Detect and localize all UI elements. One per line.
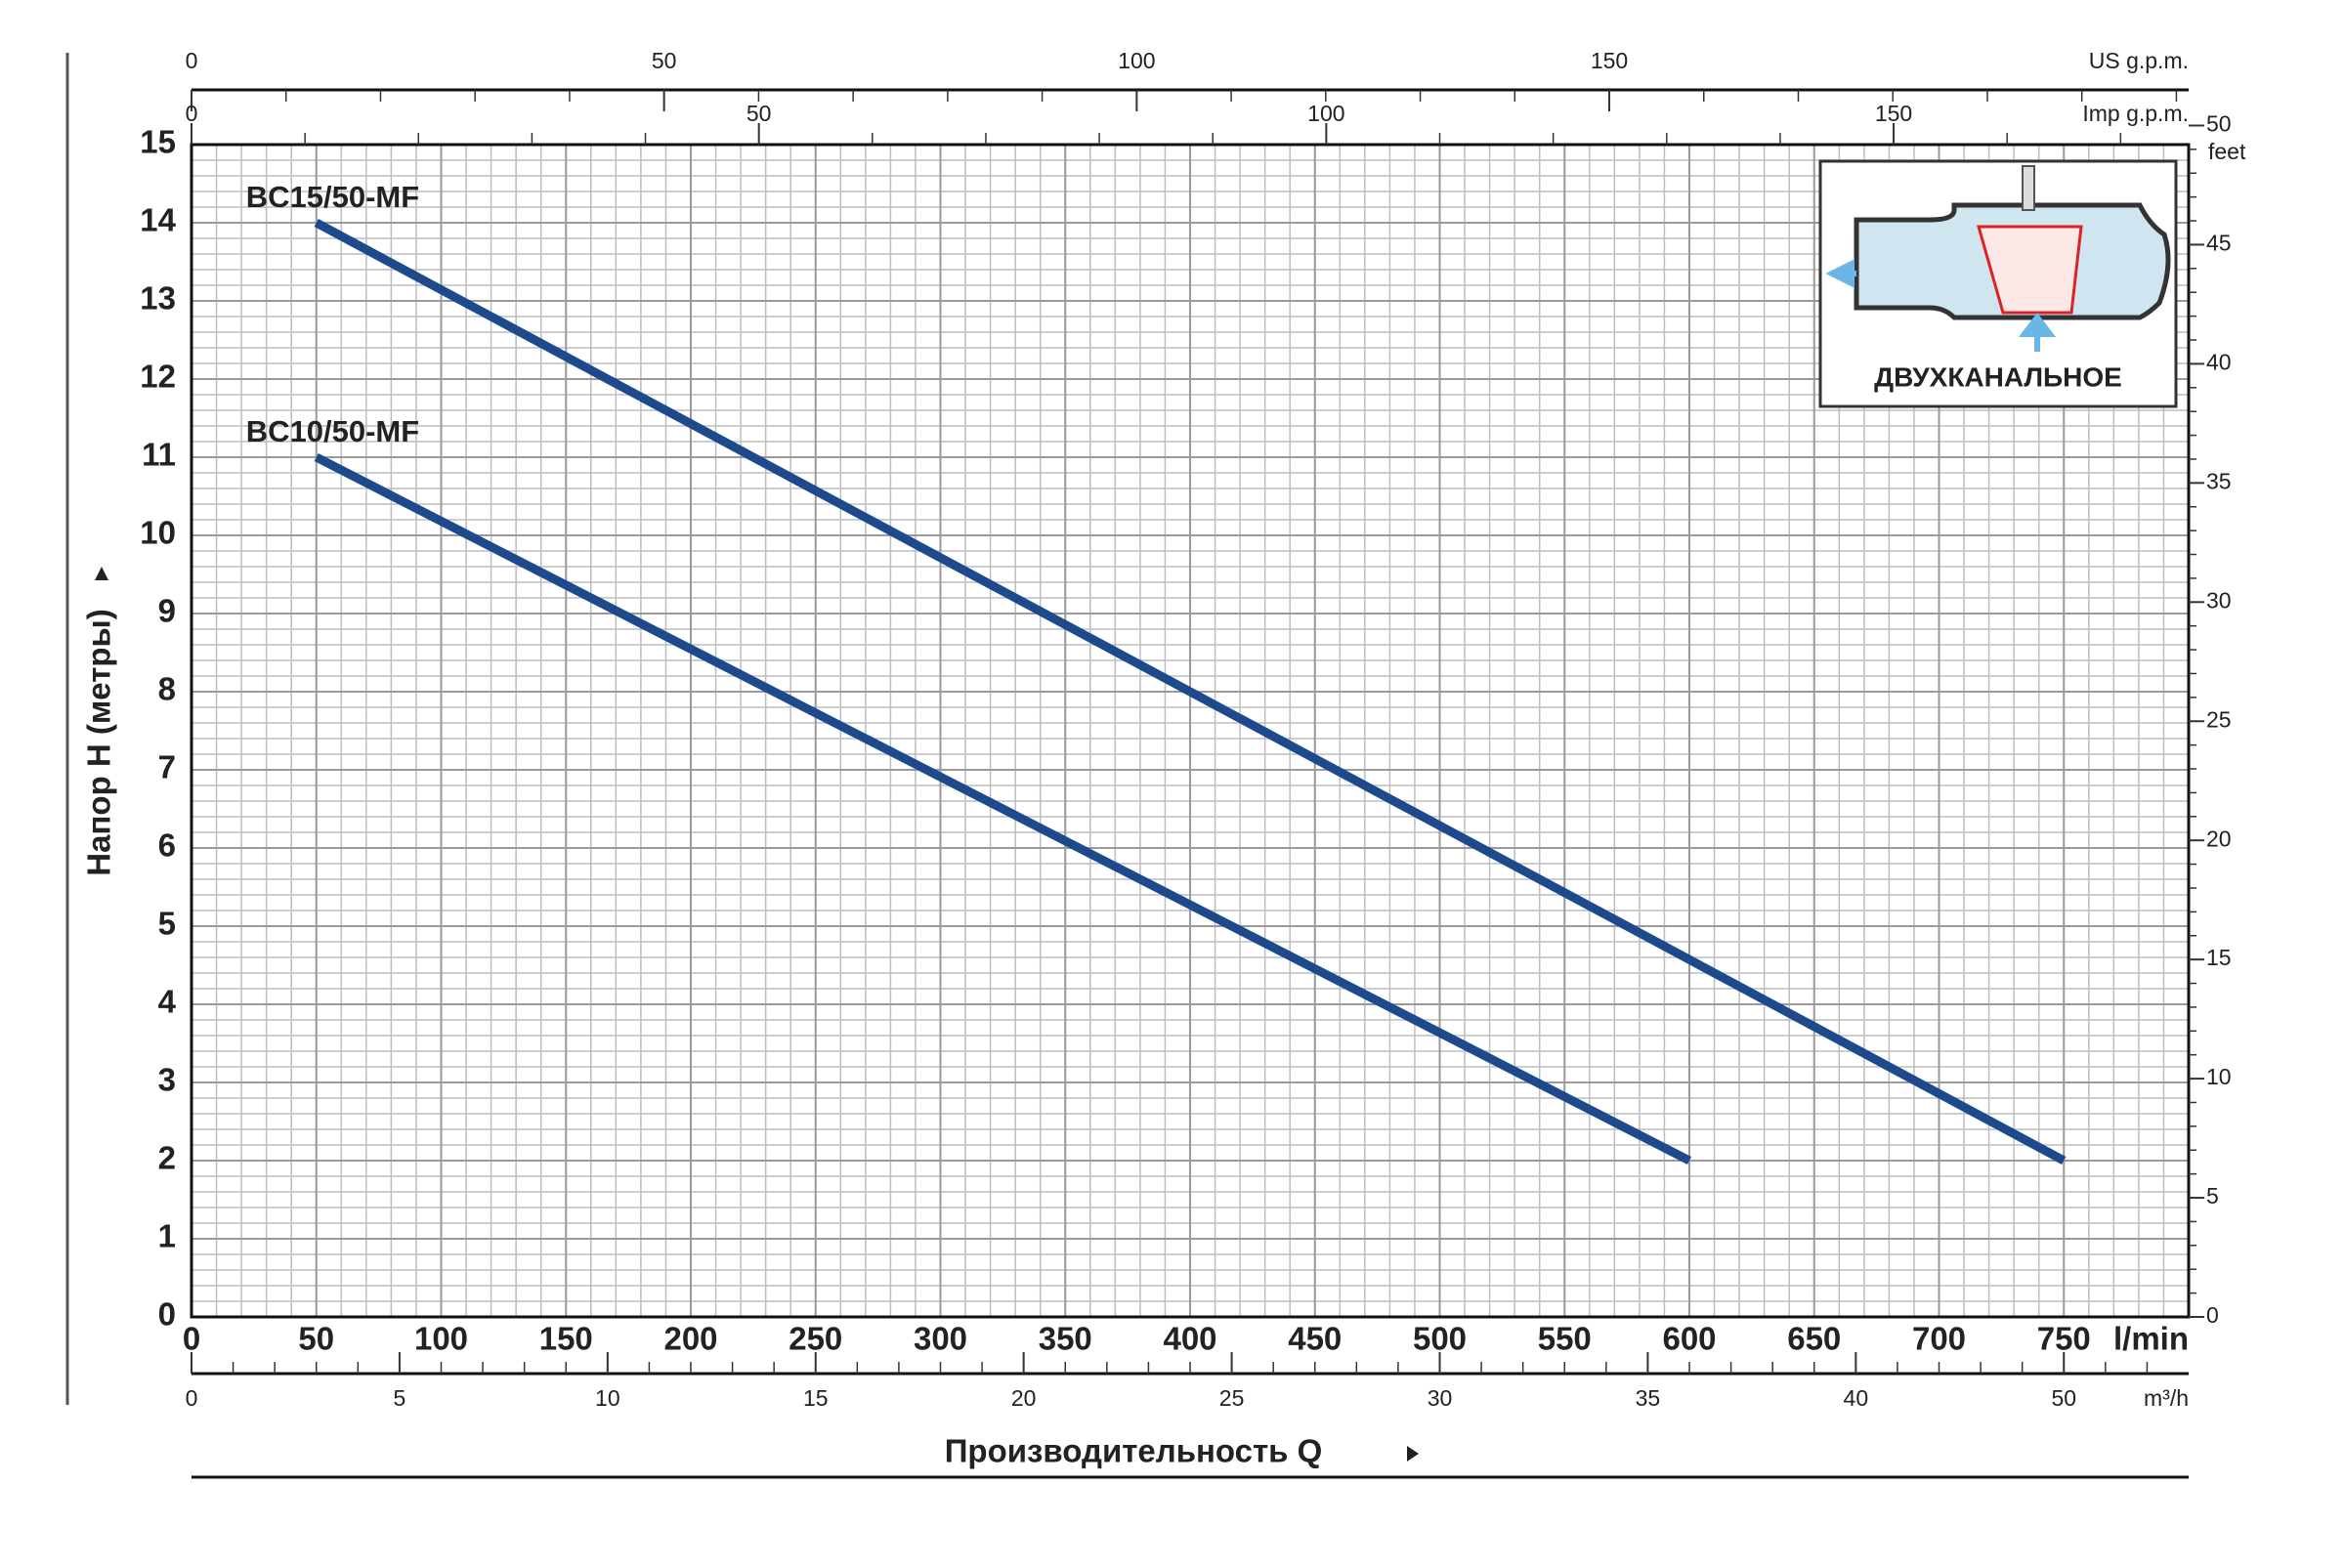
y2-tick-label: 15: [2206, 945, 2232, 970]
y-tick-label: 3: [158, 1062, 176, 1098]
y2-tick-label: 5: [2206, 1183, 2219, 1208]
secondary-unit-label: US g.p.m.: [2089, 48, 2189, 73]
y-tick-label: 9: [158, 593, 176, 629]
x-unit-label: l/min: [2113, 1321, 2189, 1357]
y-tick-label: 6: [158, 827, 176, 864]
x-tick-label: 700: [1912, 1321, 1966, 1357]
series-line: [314, 452, 1692, 1165]
secondary-tick-label: 25: [1219, 1385, 1245, 1411]
y-tick-label: 5: [158, 906, 176, 942]
secondary-unit-label: Imp g.p.m.: [2082, 101, 2189, 126]
secondary-tick-label: 150: [1875, 101, 1912, 126]
pump-shaft: [2022, 165, 2035, 211]
y-tick-label: 10: [140, 515, 176, 551]
inflow-arrow: [2018, 313, 2057, 352]
secondary-tick-label: 5: [394, 1385, 406, 1411]
secondary-tick-label: 100: [1307, 101, 1344, 126]
x-tick-label: 0: [183, 1321, 200, 1357]
y-tick-label: 13: [140, 280, 176, 317]
secondary-tick-label: 0: [186, 48, 198, 73]
y2-tick-label: 35: [2206, 468, 2232, 493]
secondary-tick-label: 30: [1428, 1385, 1453, 1411]
y-axis-title: Напор H (метры): [81, 609, 117, 875]
secondary-tick-label: 0: [186, 1385, 198, 1411]
secondary-tick-label: 20: [1011, 1385, 1037, 1411]
x-tick-label: 200: [663, 1321, 717, 1357]
series-label: BC10/50-MF: [246, 414, 419, 448]
outflow-arrow: [1825, 259, 1856, 288]
y-tick-label: 11: [142, 437, 176, 473]
secondary-tick-label: 40: [1844, 1385, 1869, 1411]
grid: [191, 144, 2189, 1318]
secondary-unit-label: m³/h: [2144, 1385, 2189, 1411]
series-line: [314, 219, 2067, 1165]
y2-tick-label: 25: [2206, 706, 2232, 732]
secondary-tick-label: 10: [595, 1385, 620, 1411]
x-tick-label: 650: [1787, 1321, 1841, 1357]
x-tick-label: 100: [414, 1321, 468, 1357]
y-title-arrow: [95, 567, 108, 580]
y-tick-label: 12: [140, 359, 176, 395]
y2-tick-label: 50: [2206, 111, 2232, 137]
y2-tick-label: 40: [2206, 349, 2232, 374]
y2-unit-label: feet: [2208, 139, 2246, 164]
x-axis-title: Производительность Q: [945, 1433, 1323, 1469]
series-label: BC15/50-MF: [246, 180, 419, 214]
x-title-arrow: [1407, 1446, 1419, 1462]
x-tick-label: 300: [914, 1321, 967, 1357]
y2-tick-label: 10: [2206, 1064, 2232, 1089]
y-tick-label: 7: [158, 749, 176, 785]
y2-tick-label: 30: [2206, 587, 2232, 613]
secondary-tick-label: 50: [652, 48, 677, 73]
impeller: [1977, 225, 2083, 315]
x-tick-label: 350: [1039, 1321, 1092, 1357]
x-tick-label: 550: [1538, 1321, 1592, 1357]
x-tick-label: 250: [789, 1321, 842, 1357]
y-tick-label: 2: [158, 1140, 176, 1176]
marks: BC15/50-MF BC10/50-MF: [246, 180, 2067, 1165]
x-tick-label: 500: [1413, 1321, 1467, 1357]
secondary-tick-label: 150: [1591, 48, 1628, 73]
inset-label: ДВУХКАНАЛЬНОЕ: [1874, 361, 2122, 392]
y2-tick-label: 0: [2206, 1302, 2219, 1328]
y-tick-label: 1: [158, 1218, 176, 1254]
secondary-tick-label: 15: [803, 1385, 829, 1411]
x-tick-label: 450: [1288, 1321, 1342, 1357]
secondary-tick-label: 35: [1636, 1385, 1661, 1411]
y-tick-label: 8: [158, 671, 176, 707]
y-tick-label: 15: [140, 124, 176, 160]
secondary-tick-label: 100: [1118, 48, 1155, 73]
secondary-tick-label: 50: [2051, 1385, 2076, 1411]
y-tick-label: 4: [158, 984, 177, 1020]
x-tick-label: 50: [298, 1321, 334, 1357]
y-tick-label: 0: [158, 1296, 176, 1333]
inset: ДВУХКАНАЛЬНОЕ: [1818, 159, 2178, 408]
x-tick-label: 600: [1662, 1321, 1716, 1357]
secondary-tick-label: 0: [186, 101, 198, 126]
x-tick-label: 150: [539, 1321, 593, 1357]
axes: 0 50 100 150 200 250 300 350 400 450 500 550 600 650 7…: [140, 48, 2246, 1411]
y-tick-label: 14: [140, 202, 176, 238]
x-tick-label: 400: [1163, 1321, 1216, 1357]
x-tick-label: 750: [2037, 1321, 2091, 1357]
y2-tick-label: 20: [2206, 826, 2232, 851]
secondary-tick-label: 50: [746, 101, 772, 126]
y2-tick-label: 45: [2206, 231, 2232, 256]
